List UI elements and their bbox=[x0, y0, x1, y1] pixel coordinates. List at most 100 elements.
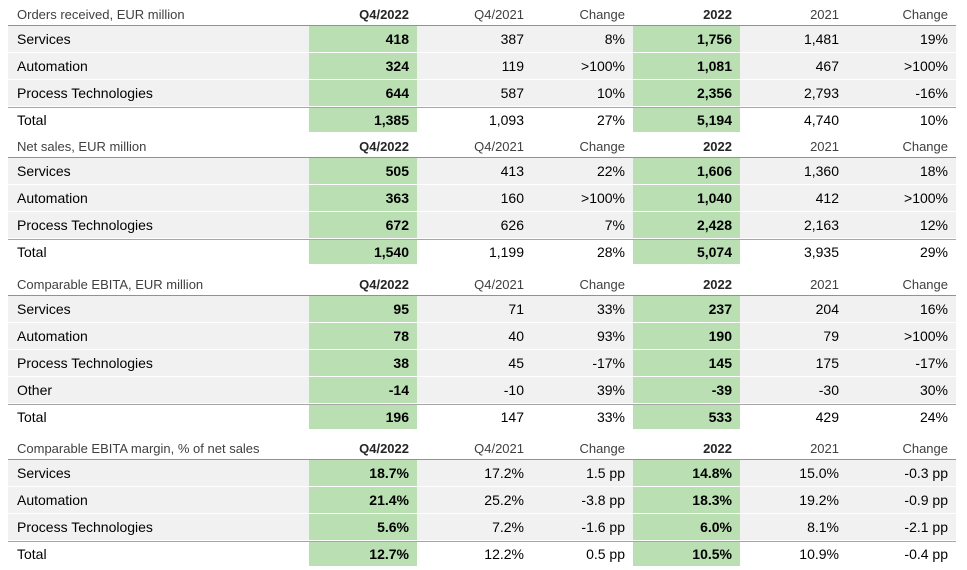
table-cell: 1,481 bbox=[803, 31, 839, 47]
table-cell: 533 bbox=[633, 405, 740, 429]
table-cell: -10 bbox=[503, 382, 524, 398]
table-cell: 16% bbox=[919, 301, 948, 317]
column-header: 2022 bbox=[703, 7, 732, 22]
column-header: Q4/2021 bbox=[474, 277, 524, 292]
total-row: Total 12.7% 12.2% 0.5 pp 10.5% 10.9% -0.… bbox=[8, 541, 956, 566]
table-cell: 10% bbox=[919, 112, 948, 128]
total-row: Total 196 147 33% 533 429 24% bbox=[8, 404, 956, 429]
row-label: Automation bbox=[17, 58, 88, 74]
table-cell: 40 bbox=[508, 328, 524, 344]
table-cell: 204 bbox=[815, 301, 839, 317]
table-cell: 33% bbox=[596, 409, 625, 425]
table-cell: 18.7% bbox=[309, 460, 417, 486]
column-header: Q4/2021 bbox=[474, 7, 524, 22]
table-cell: 79 bbox=[823, 328, 839, 344]
table-cell: 27% bbox=[596, 112, 625, 128]
table-cell: -0.3 pp bbox=[904, 465, 948, 481]
table-row: Automation 21.4% 25.2% -3.8 pp 18.3% 19.… bbox=[8, 487, 956, 514]
column-header: Change bbox=[902, 277, 948, 292]
column-header: Q4/2022 bbox=[359, 277, 409, 292]
section-header: Comparable EBITA margin, % of net sales … bbox=[8, 438, 956, 460]
table-cell: 25.2% bbox=[484, 492, 524, 508]
section-title: Net sales, EUR million bbox=[17, 139, 147, 154]
table-cell: 5,194 bbox=[633, 108, 740, 132]
row-label: Services bbox=[17, 301, 71, 317]
table-cell: 1,756 bbox=[633, 26, 740, 52]
table-cell: 119 bbox=[501, 58, 524, 74]
table-cell: 19% bbox=[919, 31, 948, 47]
row-label: Process Technologies bbox=[17, 85, 153, 101]
table-row: Process Technologies 38 45 -17% 145 175 … bbox=[8, 350, 956, 377]
table-cell: 175 bbox=[815, 355, 839, 371]
column-header: Change bbox=[579, 277, 625, 292]
column-header: 2021 bbox=[810, 139, 839, 154]
table-cell: 1,199 bbox=[488, 244, 524, 260]
column-header: 2021 bbox=[810, 277, 839, 292]
column-header: Change bbox=[902, 139, 948, 154]
table-cell: 29% bbox=[919, 244, 948, 260]
section-title: Comparable EBITA margin, % of net sales bbox=[17, 441, 260, 456]
table-cell: 18.3% bbox=[633, 487, 740, 513]
ebita-margin-section: Comparable EBITA margin, % of net sales … bbox=[8, 438, 956, 566]
table-cell: 93% bbox=[596, 328, 625, 344]
table-cell: 412 bbox=[815, 190, 839, 206]
table-cell: 95 bbox=[309, 296, 417, 322]
table-cell: 15.0% bbox=[799, 465, 839, 481]
table-cell: 160 bbox=[500, 190, 524, 206]
table-cell: -14 bbox=[309, 377, 417, 403]
table-cell: 28% bbox=[596, 244, 625, 260]
row-label: Automation bbox=[17, 492, 88, 508]
table-cell: >100% bbox=[581, 190, 625, 206]
table-cell: 626 bbox=[500, 217, 524, 233]
table-cell: 12.2% bbox=[484, 546, 524, 562]
column-header: Q4/2022 bbox=[359, 441, 409, 456]
row-label: Total bbox=[17, 112, 47, 128]
section-header: Orders received, EUR million Q4/2022 Q4/… bbox=[8, 4, 956, 26]
table-cell: 429 bbox=[815, 409, 839, 425]
column-header: 2022 bbox=[703, 139, 732, 154]
column-header: Change bbox=[902, 441, 948, 456]
row-label: Total bbox=[17, 244, 47, 260]
table-row: Automation 363 160 >100% 1,040 412 >100% bbox=[8, 185, 956, 212]
table-cell: 78 bbox=[309, 323, 417, 349]
table-cell: 5,074 bbox=[633, 240, 740, 264]
table-cell: 387 bbox=[500, 31, 524, 47]
table-cell: 413 bbox=[500, 163, 524, 179]
table-cell: 672 bbox=[309, 212, 417, 238]
row-label: Process Technologies bbox=[17, 355, 153, 371]
table-cell: 644 bbox=[309, 80, 417, 106]
table-cell: 24% bbox=[919, 409, 948, 425]
row-label: Total bbox=[17, 546, 47, 562]
section-header: Comparable EBITA, EUR million Q4/2022 Q4… bbox=[8, 274, 956, 296]
row-label: Process Technologies bbox=[17, 217, 153, 233]
table-cell: 10.5% bbox=[633, 542, 740, 566]
row-label: Total bbox=[17, 409, 47, 425]
table-row: Automation 78 40 93% 190 79 >100% bbox=[8, 323, 956, 350]
total-row: Total 1,385 1,093 27% 5,194 4,740 10% bbox=[8, 107, 956, 132]
table-cell: 237 bbox=[633, 296, 740, 322]
row-label: Process Technologies bbox=[17, 519, 153, 535]
table-cell: 190 bbox=[633, 323, 740, 349]
table-cell: -30 bbox=[818, 382, 839, 398]
table-row: Automation 324 119 >100% 1,081 467 >100% bbox=[8, 53, 956, 80]
table-cell: -17% bbox=[915, 355, 948, 371]
table-cell: 467 bbox=[815, 58, 839, 74]
table-cell: 12.7% bbox=[309, 542, 417, 566]
total-row: Total 1,540 1,199 28% 5,074 3,935 29% bbox=[8, 239, 956, 264]
row-label: Services bbox=[17, 163, 71, 179]
table-cell: 10.9% bbox=[799, 546, 839, 562]
table-cell: -0.4 pp bbox=[904, 546, 948, 562]
table-cell: 2,163 bbox=[803, 217, 839, 233]
table-row: Process Technologies 672 626 7% 2,428 2,… bbox=[8, 212, 956, 239]
orders-received-section: Orders received, EUR million Q4/2022 Q4/… bbox=[8, 4, 956, 132]
column-header: 2021 bbox=[810, 441, 839, 456]
table-cell: -3.8 pp bbox=[581, 492, 625, 508]
row-label: Automation bbox=[17, 328, 88, 344]
table-cell: 324 bbox=[309, 53, 417, 79]
table-cell: 4,740 bbox=[803, 112, 839, 128]
table-cell: 71 bbox=[508, 301, 524, 317]
column-header: Q4/2021 bbox=[474, 139, 524, 154]
table-cell: 1,360 bbox=[803, 163, 839, 179]
table-cell: 505 bbox=[309, 158, 417, 184]
